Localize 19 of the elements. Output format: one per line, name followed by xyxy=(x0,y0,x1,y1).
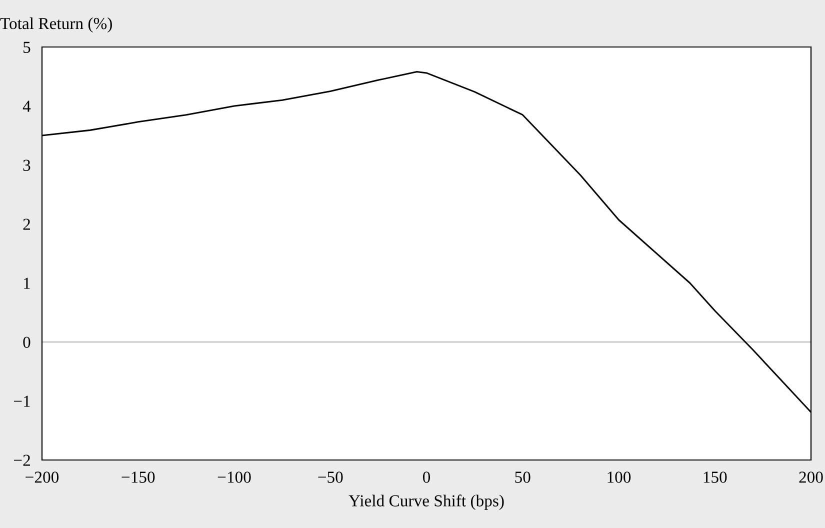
x-tick-label: 50 xyxy=(515,472,530,483)
x-tick-label: −150 xyxy=(122,472,155,483)
x-tick-label: 150 xyxy=(704,472,727,483)
y-tick-label: 4 xyxy=(22,100,31,112)
y-tick-label: −2 xyxy=(14,454,30,466)
y-tick-label: 5 xyxy=(24,42,30,53)
y-axis-title: Total Return (%) xyxy=(0,17,112,33)
x-tick-label: 100 xyxy=(608,472,631,483)
x-tick-label: 200 xyxy=(799,472,823,483)
y-tick-label: 3 xyxy=(23,160,30,171)
y-tick-label: 0 xyxy=(23,336,30,348)
x-axis-title: Yield Curve Shift (bps) xyxy=(348,494,504,510)
x-tick-label: −200 xyxy=(26,472,59,483)
y-tick-label: −1 xyxy=(14,396,30,407)
x-tick-label: −100 xyxy=(218,472,251,483)
x-tick-label: 0 xyxy=(422,472,430,483)
y-tick-label: 2 xyxy=(23,218,30,230)
y-tick-label: 1 xyxy=(24,278,30,289)
x-tick-label: −50 xyxy=(318,472,343,483)
